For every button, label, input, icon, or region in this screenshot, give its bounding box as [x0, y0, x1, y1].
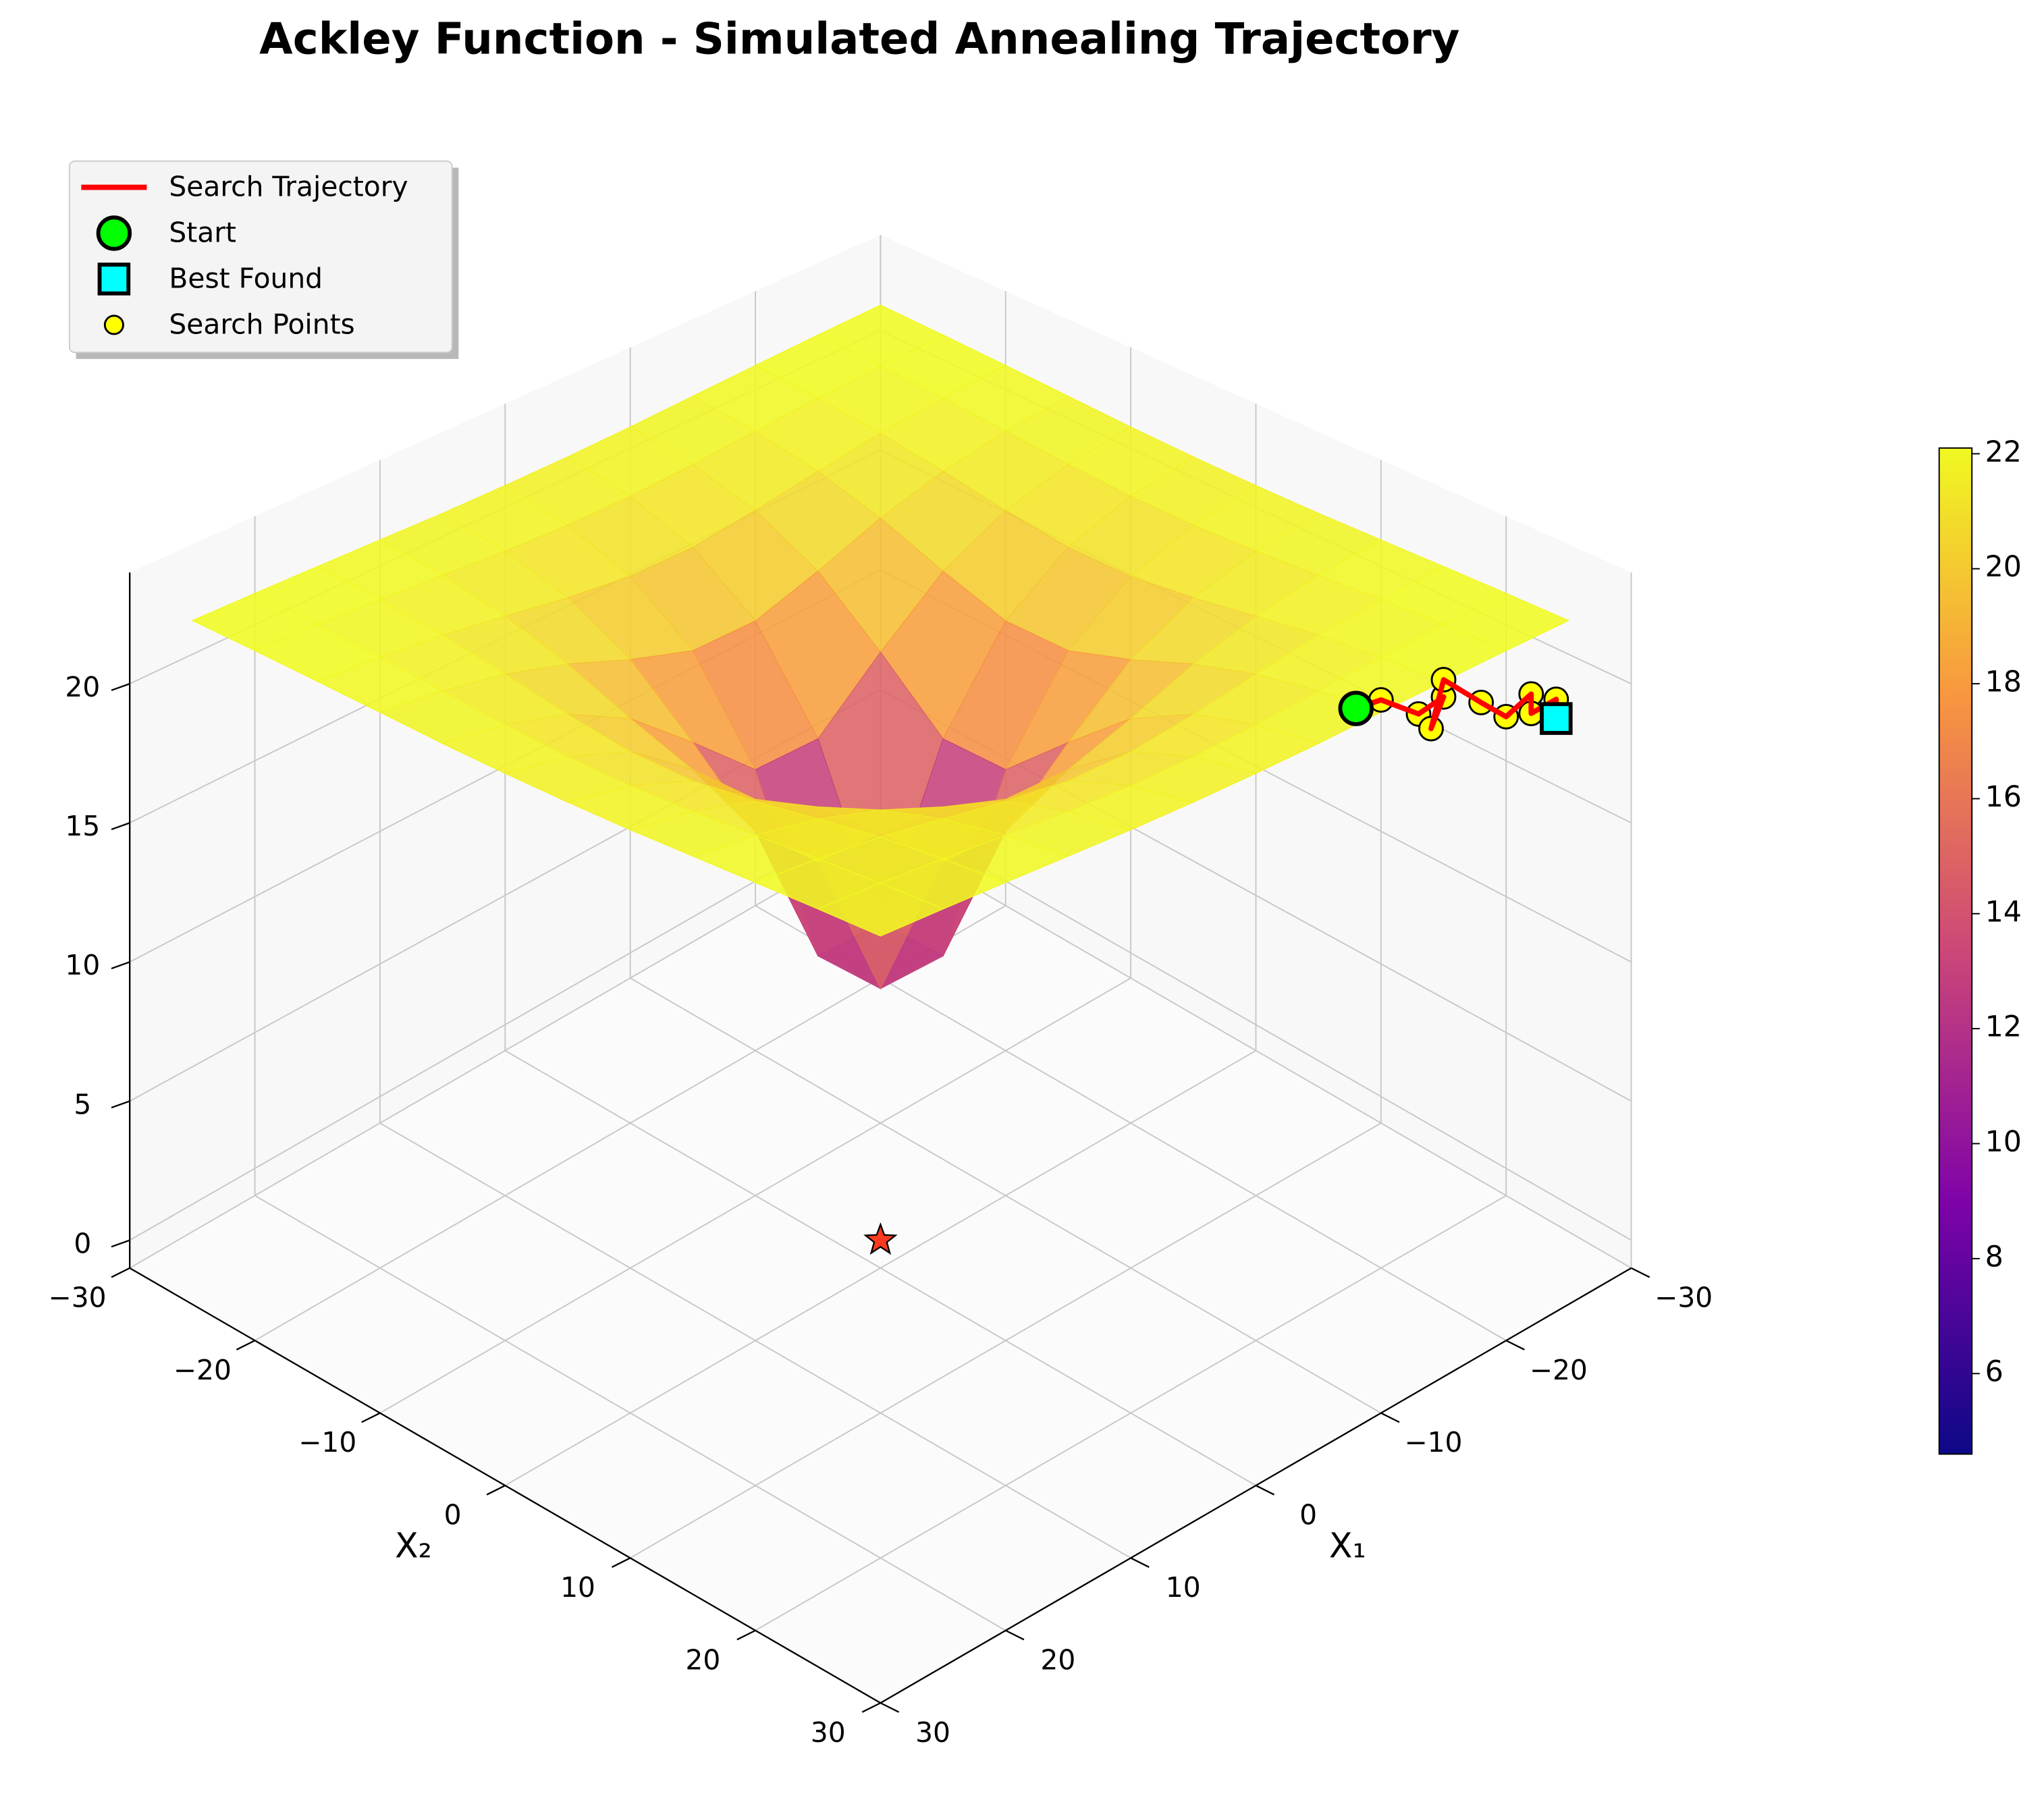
y-tick-label: −20	[173, 1354, 232, 1386]
colorbar-tick-label: 10	[1985, 1125, 2022, 1159]
y-tick	[361, 1412, 381, 1423]
colorbar: 6 8 10 12 14 16 18 20 22	[1938, 435, 2022, 1455]
x-tick	[880, 1702, 900, 1713]
colorbar-tick-label: 8	[1985, 1240, 2003, 1274]
x-tick-label: −30	[1655, 1281, 1713, 1313]
best-marker	[1540, 702, 1573, 735]
z-tick-label: 0	[74, 1227, 91, 1259]
y-tick	[611, 1557, 631, 1568]
grid-line	[379, 977, 1131, 1414]
legend-label: Search Trajectory	[169, 170, 408, 202]
y-tick	[111, 1267, 130, 1278]
chart-title: Ackley Function - Simulated Annealing Tr…	[259, 15, 1459, 65]
legend-box	[68, 160, 453, 354]
x-tick	[1130, 1557, 1150, 1568]
grid-line	[630, 1122, 1382, 1559]
x-tick-label: 10	[1166, 1571, 1201, 1604]
grid-line	[504, 1049, 1256, 1486]
colorbar-tick-label: 22	[1985, 435, 2022, 469]
legend-marker	[103, 315, 124, 335]
grid-line	[129, 832, 881, 1269]
y-axis-label: X₂	[395, 1526, 432, 1566]
colorbar-tick-label: 20	[1985, 550, 2022, 584]
x-tick	[1380, 1412, 1400, 1423]
x-axis-label: X₁	[1329, 1526, 1366, 1566]
legend-marker	[97, 263, 131, 296]
x-tick-label: 20	[1040, 1643, 1075, 1676]
x-tick	[1005, 1629, 1025, 1641]
y-tick-label: −30	[49, 1281, 107, 1313]
y-tick-label: 0	[444, 1499, 462, 1531]
colorbar-tick-label: 12	[1985, 1010, 2022, 1044]
legend: Search Trajectory Start Best Found Search P…	[68, 160, 459, 359]
start-marker	[1338, 690, 1374, 726]
x-tick	[1505, 1340, 1525, 1350]
y-tick-label: 10	[560, 1571, 595, 1604]
colorbar-tick-label: 18	[1985, 665, 2022, 699]
trajectory	[1355, 677, 1559, 732]
colorbar-tick-label: 14	[1985, 895, 2022, 929]
y-tick-label: −10	[298, 1426, 356, 1458]
legend-marker	[96, 215, 132, 251]
legend-label: Best Found	[169, 262, 323, 294]
x-tick	[1255, 1485, 1275, 1496]
z-tick-label: 20	[65, 671, 100, 703]
colorbar-tick-label: 6	[1985, 1355, 2003, 1389]
z-tick	[111, 1239, 130, 1248]
z-tick-label: 10	[65, 949, 100, 981]
x-tick-label: 30	[915, 1716, 950, 1749]
x-tick-label: −10	[1404, 1426, 1462, 1458]
z-tick	[111, 683, 130, 691]
overlay	[863, 667, 1573, 1255]
surface-patch	[817, 882, 944, 937]
z-tick	[111, 822, 130, 831]
y-tick	[736, 1629, 756, 1641]
colorbar-gradient	[1938, 447, 1973, 1455]
z-tick-label: 15	[65, 810, 100, 842]
y-tick	[861, 1702, 881, 1713]
global-minimum	[863, 1222, 898, 1255]
legend-label: Search Points	[169, 308, 354, 340]
x-tick-label: −20	[1530, 1354, 1588, 1386]
colorbar-tick-label: 16	[1985, 780, 2022, 814]
legend-label: Start	[169, 216, 236, 248]
surface	[191, 304, 1570, 989]
x-tick-label: 0	[1299, 1499, 1317, 1531]
y-tick-label: 20	[685, 1643, 720, 1676]
y-tick-label: 30	[811, 1716, 846, 1749]
y-tick	[486, 1485, 506, 1496]
z-tick-label: 5	[74, 1088, 91, 1120]
grid-line	[755, 1195, 1507, 1631]
z-tick	[111, 961, 130, 970]
z-tick	[111, 1100, 130, 1109]
y-tick	[236, 1340, 256, 1350]
x-tick	[1631, 1267, 1650, 1278]
